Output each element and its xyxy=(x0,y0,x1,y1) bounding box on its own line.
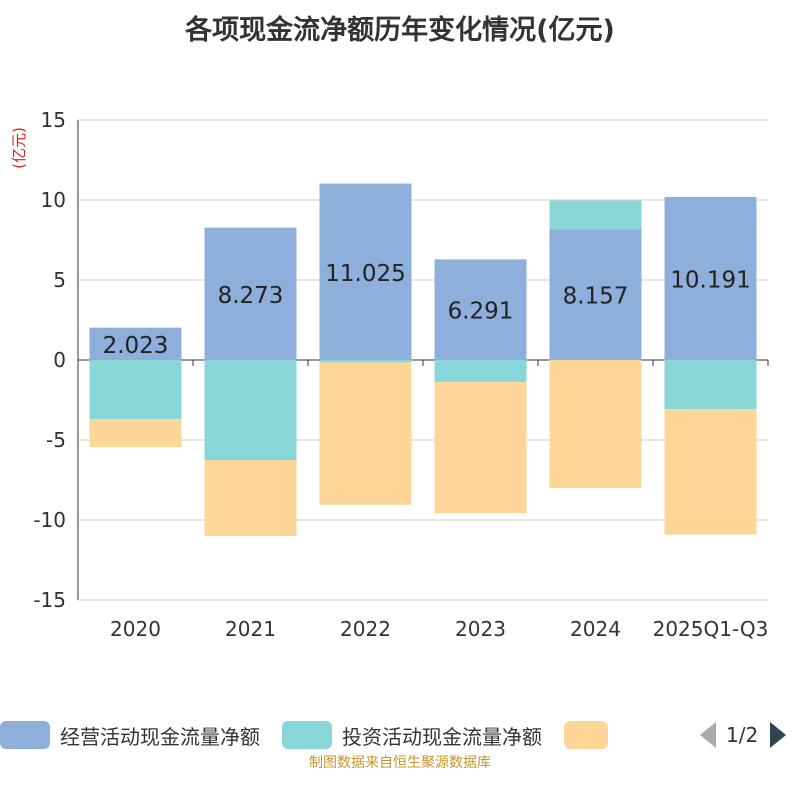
legend-swatch xyxy=(564,721,608,749)
legend-next-icon[interactable] xyxy=(770,722,787,748)
bar-segment xyxy=(204,360,297,460)
bar-segment xyxy=(664,408,757,535)
bar-segment xyxy=(319,183,412,360)
y-axis-label: (亿元) xyxy=(10,127,28,169)
x-tick-label: 2023 xyxy=(455,617,506,641)
y-tick-label: -15 xyxy=(33,588,66,612)
legend: 经营活动现金流量净额 投资活动现金流量净额 xyxy=(0,718,640,752)
y-tick-label: 10 xyxy=(41,188,66,212)
legend-label: 经营活动现金流量净额 xyxy=(60,724,260,749)
y-tick-label: -10 xyxy=(33,508,66,532)
bar-segment xyxy=(664,360,757,409)
bar-segment xyxy=(434,382,527,514)
bar-segment xyxy=(549,229,642,360)
legend-swatch xyxy=(0,721,50,749)
data-label: 8.157 xyxy=(563,284,629,310)
bar-segment xyxy=(89,360,182,420)
x-tick-label: 2024 xyxy=(570,617,621,641)
y-tick-label: 15 xyxy=(41,108,66,132)
bar-segment xyxy=(664,196,757,360)
legend-pager: 1/2 xyxy=(700,718,787,752)
bar-segment xyxy=(319,362,412,505)
bar-segment xyxy=(89,419,182,448)
legend-item-investing[interactable]: 投资活动现金流量净额 xyxy=(282,721,542,750)
data-label: 8.273 xyxy=(218,283,284,309)
bar-segment xyxy=(434,259,527,360)
y-tick-label: 0 xyxy=(53,348,66,372)
bar-segment xyxy=(89,327,182,360)
bar-segment xyxy=(319,360,412,363)
chart-plot: 15 10 5 0 -5 -10 -15 (亿元) 2020 2.023 2021 8.273 2022… xyxy=(10,108,769,641)
data-label: 6.291 xyxy=(448,299,514,325)
legend-item-operating[interactable]: 经营活动现金流量净额 xyxy=(0,721,260,750)
legend-page-number: 1/2 xyxy=(726,723,759,747)
bar-segment xyxy=(204,460,297,536)
legend-swatch xyxy=(282,721,332,749)
x-tick-label: 2021 xyxy=(225,617,276,641)
bar-segment xyxy=(549,200,642,230)
y-tick-label: 5 xyxy=(53,268,66,292)
x-tick-label: 2022 xyxy=(340,617,391,641)
x-tick-label: 2020 xyxy=(110,617,161,641)
x-tick-label: 2025Q1-Q3 xyxy=(653,617,769,641)
data-source-footer: 制图数据来自恒生聚源数据库 xyxy=(309,755,491,771)
legend-prev-icon[interactable] xyxy=(700,722,716,748)
legend-item-financing[interactable] xyxy=(564,721,618,749)
bar-segment xyxy=(434,360,527,383)
bar-segment xyxy=(549,360,642,488)
data-label: 2.023 xyxy=(103,333,169,359)
y-tick-label: -5 xyxy=(46,428,66,452)
data-label: 10.191 xyxy=(670,267,750,293)
bar-segment xyxy=(204,227,297,360)
legend-label: 投资活动现金流量净额 xyxy=(342,724,542,749)
chart-title: 各项现金流净额历年变化情况(亿元) xyxy=(185,15,615,46)
data-label: 11.025 xyxy=(325,261,405,287)
